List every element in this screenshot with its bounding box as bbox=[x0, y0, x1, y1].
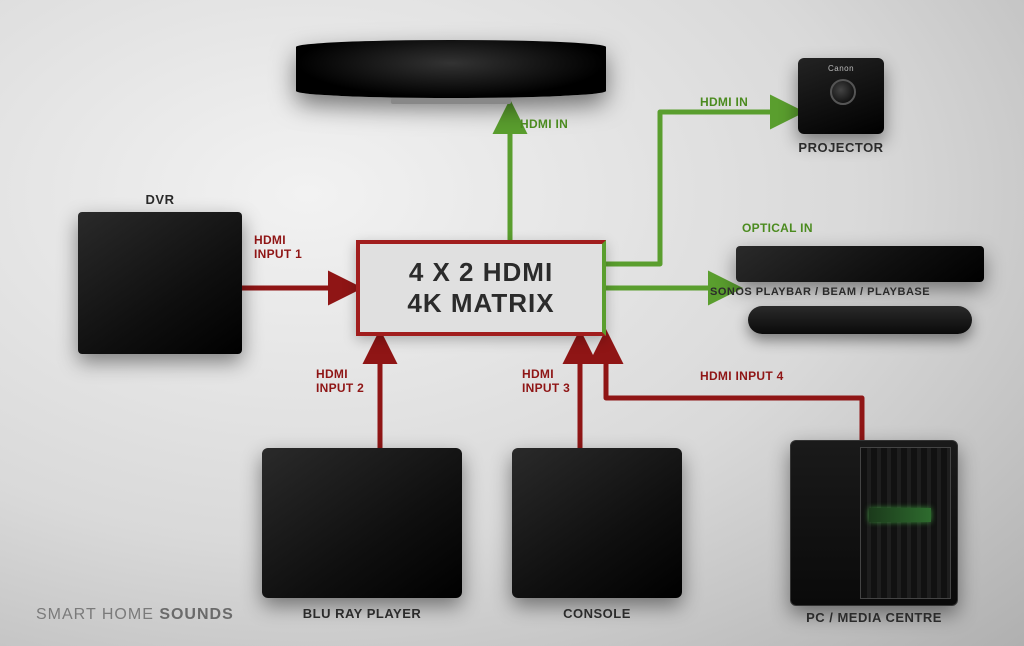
beam-device bbox=[748, 306, 972, 334]
brand-logo: SMART HOME SOUNDS bbox=[36, 606, 234, 624]
matrix-line2: 4K MATRIX bbox=[407, 288, 554, 319]
matrix-line1: 4 X 2 HDMI bbox=[409, 257, 553, 288]
edge-pc-in bbox=[606, 336, 862, 440]
console-device bbox=[512, 448, 682, 598]
diagram-stage: PROJECTOR DVR 4 X 2 HDMI 4K MATRIX SONOS… bbox=[0, 0, 1024, 646]
bluray-device bbox=[262, 448, 462, 598]
pc-device bbox=[790, 440, 958, 606]
dvr-device bbox=[78, 212, 242, 354]
brand-prefix: SMART HOME bbox=[36, 606, 159, 623]
edge-label-pc-in: HDMI INPUT 4 bbox=[700, 370, 784, 384]
playbar-label: SONOS PLAYBAR / BEAM / PLAYBASE bbox=[710, 286, 1010, 298]
tv-device bbox=[296, 40, 606, 98]
matrix-box: 4 X 2 HDMI 4K MATRIX bbox=[356, 240, 606, 336]
edge-label-proj-out: HDMI IN bbox=[700, 96, 748, 110]
bluray-label: BLU RAY PLAYER bbox=[262, 606, 462, 621]
edge-label-optical-out: OPTICAL IN bbox=[742, 222, 813, 236]
edge-label-bluray-in: HDMIINPUT 2 bbox=[316, 368, 364, 396]
playbar-device bbox=[736, 246, 984, 282]
edge-label-console-in: HDMIINPUT 3 bbox=[522, 368, 570, 396]
console-label: CONSOLE bbox=[512, 606, 682, 621]
dvr-label: DVR bbox=[78, 192, 242, 207]
edge-label-tv-out: HDMI IN bbox=[520, 118, 568, 132]
edge-proj-out bbox=[606, 112, 798, 264]
edge-label-dvr-in: HDMIINPUT 1 bbox=[254, 234, 302, 262]
projector-device bbox=[798, 58, 884, 134]
pc-label: PC / MEDIA CENTRE bbox=[790, 610, 958, 625]
brand-bold: SOUNDS bbox=[159, 606, 233, 623]
projector-label: PROJECTOR bbox=[798, 140, 884, 155]
pc-internals bbox=[860, 447, 951, 599]
